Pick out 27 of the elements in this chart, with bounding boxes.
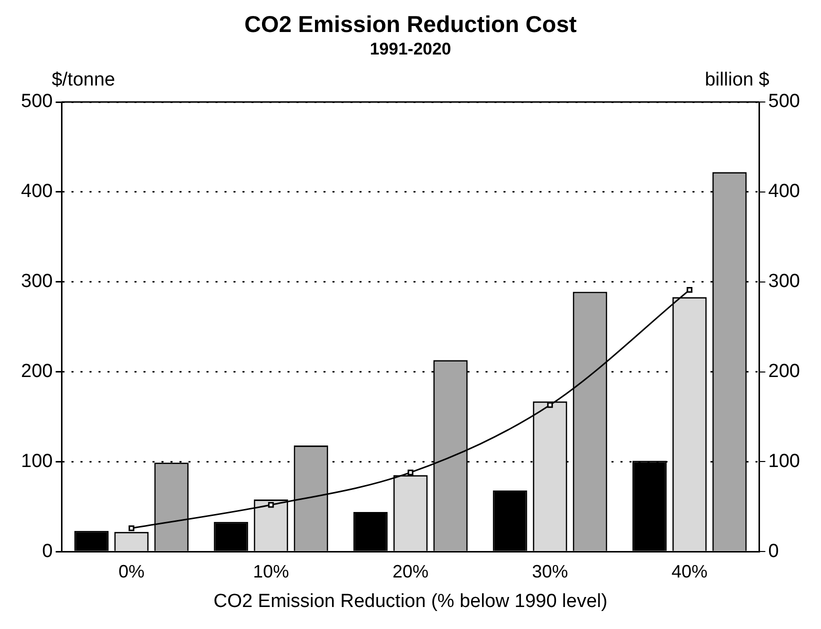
point [686,287,692,293]
y2-tick-label: 0 [768,540,779,562]
x-tick-label: 10% [252,561,289,582]
point [408,470,414,476]
y-tick-label: 0 [42,540,53,562]
y-tick-label: 400 [21,181,53,202]
x-tick-label: 30% [532,561,568,582]
point [547,402,553,408]
y-axis-title: $/tonne [52,70,116,91]
x-axis-title: CO2 Emission Reduction (% below 1990 level) [214,590,608,612]
y2-tick-label: 400 [768,181,800,202]
y-tick-label: 500 [21,91,53,112]
y2-tick-label: 200 [768,360,800,382]
y-tick-label: 300 [21,271,53,292]
y-tick-label: 200 [21,360,53,382]
x-tick-label: 20% [392,561,429,582]
y2-axis-title: billion $ [704,70,770,91]
y-tick-label: 100 [21,450,53,472]
point [128,525,134,532]
point [268,502,274,508]
chart-title: CO2 Emission Reduction Cost [244,11,577,38]
y2-tick-label: 300 [768,271,800,292]
chart-subtitle: 1991-2020 [370,39,452,58]
x-tick-label: 40% [672,561,708,582]
x-tick-label: 0% [118,561,144,582]
y2-tick-label: 100 [768,450,800,472]
y2-tick-label: 500 [768,91,800,112]
